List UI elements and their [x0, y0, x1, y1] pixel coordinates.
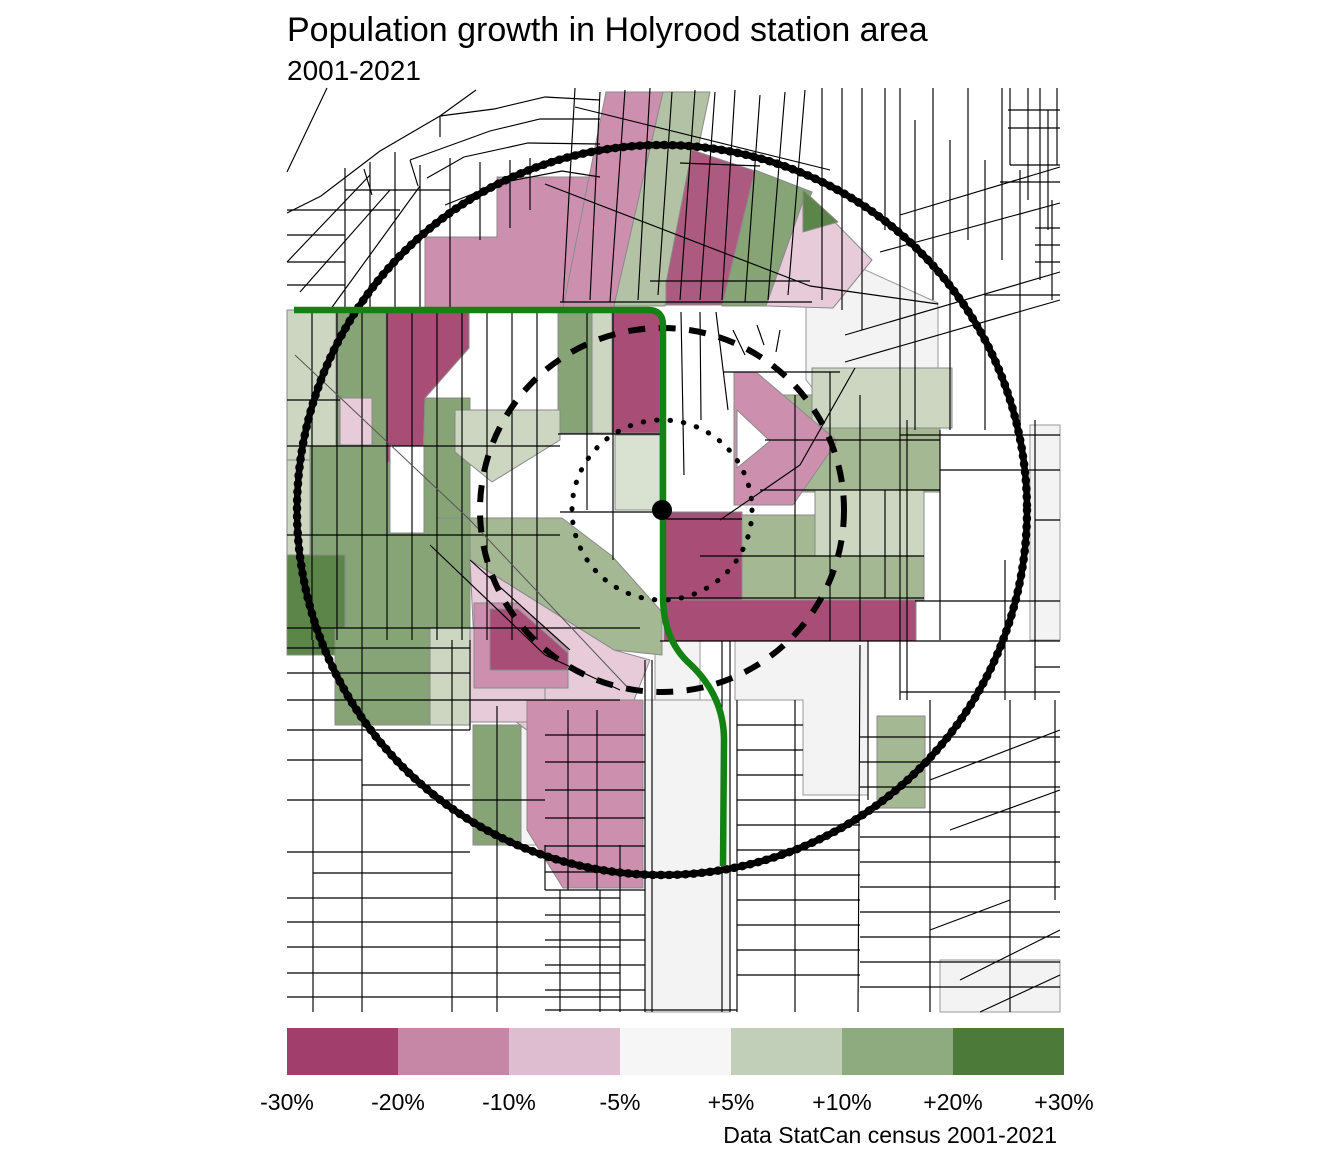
svg-text:Data StatCan census 2001-2021: Data StatCan census 2001-2021 — [723, 1122, 1057, 1148]
svg-text:+10%: +10% — [812, 1089, 871, 1115]
svg-text:+5%: +5% — [708, 1089, 755, 1115]
svg-text:2001-2021: 2001-2021 — [287, 55, 421, 86]
svg-text:+30%: +30% — [1034, 1089, 1093, 1115]
svg-text:-10%: -10% — [482, 1089, 536, 1115]
svg-text:-20%: -20% — [371, 1089, 425, 1115]
svg-text:Population growth in Holyrood: Population growth in Holyrood station ar… — [287, 11, 928, 49]
svg-text:+20%: +20% — [923, 1089, 982, 1115]
svg-text:-5%: -5% — [600, 1089, 641, 1115]
svg-text:-30%: -30% — [260, 1089, 314, 1115]
